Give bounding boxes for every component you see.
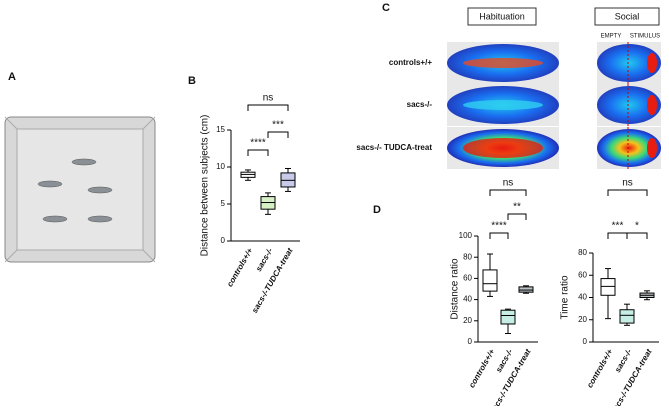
y-tick-label: 40 <box>578 293 587 302</box>
significance-bracket <box>607 189 648 196</box>
heatmap-hot <box>463 100 543 110</box>
heatmap <box>597 44 661 82</box>
significance-bracket <box>489 189 527 196</box>
heatmap-hot <box>463 138 543 158</box>
box <box>518 286 534 293</box>
heatmap-hot <box>647 53 657 73</box>
heatmap <box>597 86 661 124</box>
heatmap-header: Habituation <box>479 11 525 21</box>
box <box>619 309 635 324</box>
significance-label: ns <box>622 178 633 189</box>
significance-label: *** <box>272 120 284 131</box>
significance-label: *** <box>612 221 624 232</box>
significance-bracket <box>607 232 628 239</box>
y-tick-label: 0 <box>221 236 226 245</box>
panel-letter: B <box>188 75 196 87</box>
y-tick-label: 0 <box>468 337 473 346</box>
y-tick-label: 10 <box>216 162 225 171</box>
significance-bracket <box>267 131 289 138</box>
row-label: sacs-/- TUDCA-treat <box>356 143 432 152</box>
significance-bracket <box>247 104 289 111</box>
y-tick-label: 15 <box>216 125 225 134</box>
heatmap-hot <box>647 95 657 115</box>
tank-illustration <box>4 116 156 263</box>
heatmap-hot <box>647 138 657 158</box>
y-axis-label: Distance ratio <box>450 258 461 320</box>
x-tick-label: controls+/+ <box>585 347 615 389</box>
box <box>600 278 616 296</box>
significance-label: **** <box>491 221 507 232</box>
y-axis-label: Distance between subjects (cm) <box>200 115 211 257</box>
significance-bracket <box>489 232 509 239</box>
x-tick-label: controls+/+ <box>467 347 497 389</box>
x-tick-label: sacs-/- <box>254 246 275 273</box>
x-tick-label: sacs-/-TUDCA-treat <box>250 246 295 314</box>
y-tick-label: 5 <box>221 199 226 208</box>
significance-label: ns <box>263 93 274 104</box>
significance-label: * <box>635 221 639 232</box>
zone-label: EMPTY <box>601 34 622 40</box>
significance-label: ns <box>503 178 514 189</box>
y-tick-label: 20 <box>578 315 587 324</box>
significance-label: ** <box>513 202 521 213</box>
y-axis-label: Time ratio <box>560 275 571 320</box>
x-tick-label: sacs-/- <box>613 347 634 374</box>
y-tick-label: 20 <box>463 316 472 325</box>
y-tick-label: 80 <box>463 252 472 261</box>
panel-letter: D <box>373 204 381 216</box>
heatmap-header: Social <box>615 11 640 21</box>
box <box>500 309 516 325</box>
significance-label: **** <box>250 138 266 149</box>
y-tick-label: 0 <box>583 337 588 346</box>
heatmap <box>597 129 661 167</box>
panel-letter: A <box>8 71 16 83</box>
x-tick-label: controls+/+ <box>225 246 255 288</box>
significance-bracket <box>507 213 527 220</box>
y-tick-label: 60 <box>578 270 587 279</box>
significance-bracket <box>247 149 269 156</box>
y-tick-label: 40 <box>463 295 472 304</box>
row-label: sacs-/- <box>407 100 433 109</box>
row-label: controls+/+ <box>389 58 432 67</box>
x-tick-label: sacs-/-TUDCA-treat <box>609 347 654 406</box>
significance-bracket <box>626 232 648 239</box>
zone-label: STIMULUS <box>630 34 660 40</box>
box <box>482 269 498 292</box>
y-tick-label: 100 <box>459 231 473 240</box>
heatmap-hot <box>463 58 543 68</box>
panel-letter: C <box>382 2 390 14</box>
y-tick-label: 80 <box>578 248 587 257</box>
y-tick-label: 60 <box>463 274 472 283</box>
